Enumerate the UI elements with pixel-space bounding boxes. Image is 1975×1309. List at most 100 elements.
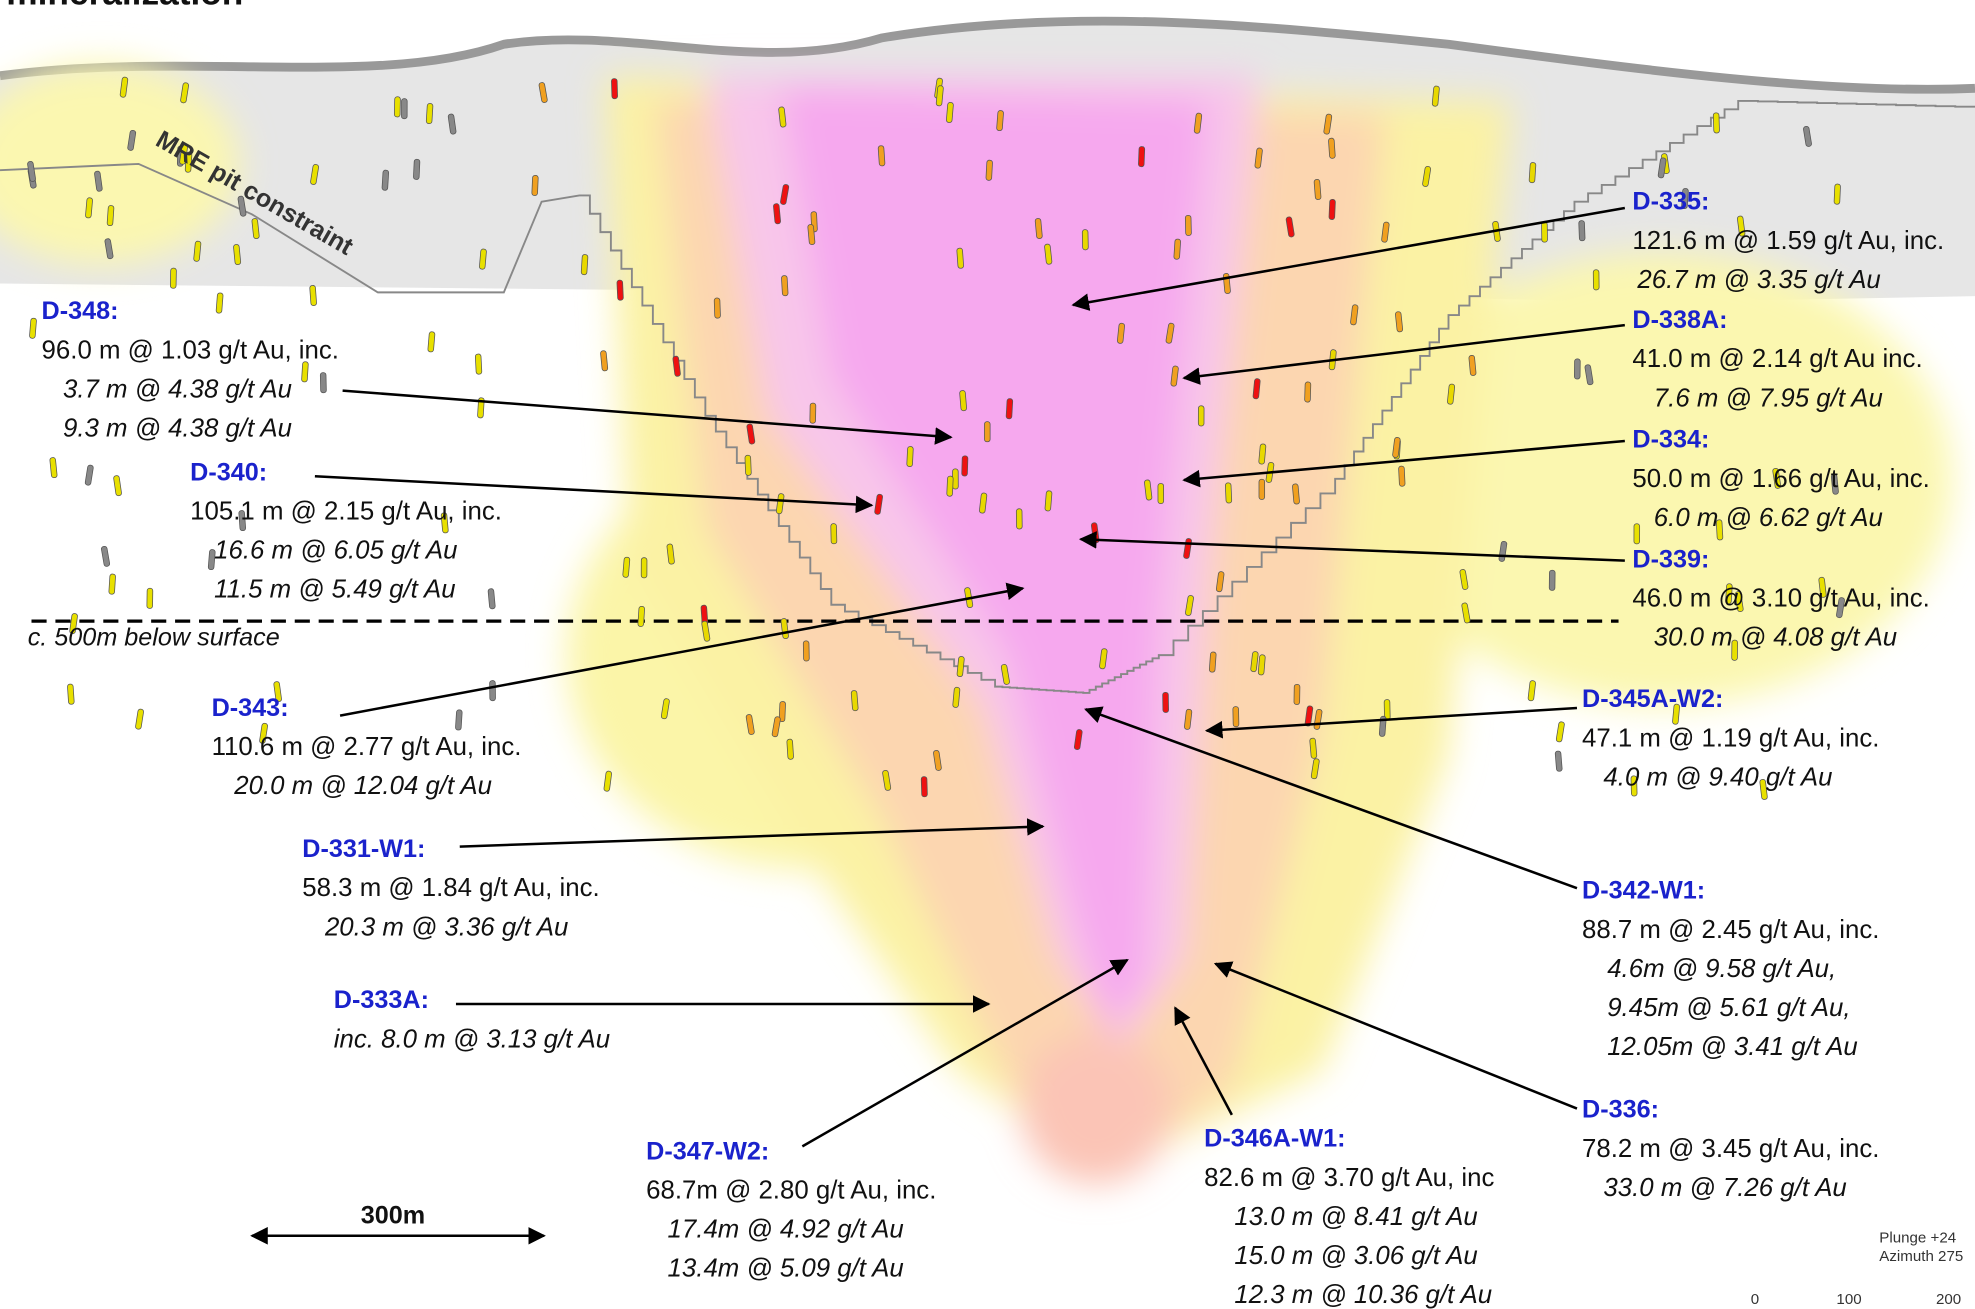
drill-hole: [215, 292, 224, 314]
drill-hole: [104, 238, 114, 260]
intercept: inc. 8.0 m @ 3.13 g/t Au: [334, 1025, 610, 1053]
drill-hole: [180, 82, 189, 104]
drill-hole: [1165, 322, 1175, 344]
drill-hole: [1313, 179, 1322, 200]
drill-hole: [1015, 508, 1023, 530]
drill-hole: [713, 297, 721, 319]
drill-hole: [778, 106, 787, 128]
drill-hole: [1000, 664, 1010, 685]
drill-hole: [1818, 576, 1827, 598]
drill-hole: [996, 110, 1004, 132]
drill-hole: [538, 82, 548, 103]
drill-hole: [1138, 146, 1146, 168]
drill-hole: [1772, 467, 1782, 489]
drill-hole: [1633, 523, 1641, 545]
drill-hole: [640, 557, 648, 579]
hole-id: D-334:: [1632, 426, 1709, 454]
intercept: 12.05m @ 3.41 g/t Au: [1607, 1033, 1858, 1061]
hole-id: D-346A-W1:: [1204, 1125, 1345, 1153]
drill-hole: [780, 184, 790, 205]
hole-id: D-333A:: [334, 986, 429, 1014]
callout-arrow: [459, 818, 1045, 848]
drill-hole: [1170, 365, 1179, 387]
intercept: 46.0 m @ 3.10 g/t Au, inc.: [1632, 585, 1929, 613]
topography: [0, 16, 1975, 94]
intercept: 96.0 m @ 1.03 g/t Au, inc.: [42, 336, 339, 364]
drill-hole: [1193, 112, 1203, 134]
drill-hole: [778, 701, 786, 723]
drill-hole: [1712, 112, 1720, 134]
intercept: 11.5 m @ 5.49 g/t Au: [214, 576, 455, 604]
drill-hole: [580, 254, 589, 276]
drill-hole: [745, 714, 755, 735]
drill-hole: [1715, 519, 1724, 541]
drill-hole: [1554, 750, 1563, 772]
intercept: 50.0 m @ 1.66 g/t Au, inc.: [1632, 465, 1929, 493]
intercept: 58.3 m @ 1.84 g/t Au, inc.: [302, 874, 599, 902]
grade-shells: [0, 63, 1953, 1185]
drill-hole: [319, 372, 327, 394]
callout-arrow: [1084, 706, 1578, 890]
drill-hole: [479, 248, 487, 270]
drill-hole: [802, 640, 810, 662]
drill-hole: [309, 285, 317, 306]
intercept: 3.7 m @ 4.38 g/t Au: [63, 375, 292, 403]
drill-hole: [1257, 654, 1266, 676]
drill-hole: [1224, 482, 1233, 504]
drill-hole: [1309, 737, 1318, 759]
drill-hole: [1162, 691, 1169, 713]
drill-hole: [119, 76, 129, 98]
drill-hole: [830, 523, 838, 545]
drill-hole: [238, 510, 247, 532]
drill-hole: [1254, 147, 1263, 169]
intercept: 4.0 m @ 9.40 g/t Au: [1603, 763, 1832, 791]
drill-hole: [146, 587, 154, 609]
hole-id: D-340:: [190, 458, 267, 486]
intercept: 17.4m @ 4.92 g/t Au: [668, 1216, 904, 1244]
drill-hole: [531, 174, 539, 196]
drill-hole: [952, 686, 961, 708]
labels: D-348: 96.0 m @ 1.03 g/t Au, inc. 3.7 m @ …: [42, 188, 1945, 1309]
drill-hole: [1681, 188, 1689, 210]
scale-tick: 0: [1751, 1291, 1759, 1308]
scale-tick: 200: [1936, 1291, 1961, 1308]
drill-hole: [135, 708, 144, 730]
drill-hole: [781, 275, 789, 297]
drill-hole: [101, 545, 111, 567]
drill-hole: [1830, 473, 1839, 495]
drill-hole: [600, 350, 609, 372]
drill-hole: [622, 556, 631, 578]
drill-hole: [1725, 583, 1733, 605]
drill-hole: [477, 397, 485, 419]
drill-hole: [301, 361, 309, 383]
intercept: 15.0 m @ 3.06 g/t Au: [1234, 1242, 1477, 1270]
drill-hole: [1459, 569, 1469, 590]
drill-hole: [1252, 378, 1261, 400]
drill-hole: [773, 203, 781, 225]
drill-hole: [394, 96, 401, 118]
scale-label: 300m: [361, 1202, 425, 1230]
intercept: 121.6 m @ 1.59 g/t Au, inc.: [1632, 227, 1944, 255]
drill-hole: [616, 279, 624, 301]
pit-outline: [0, 99, 1975, 694]
drill-hole: [666, 543, 675, 565]
drill-hole: [906, 446, 914, 468]
drill-hole: [1422, 166, 1432, 187]
intercept: 13.4m @ 5.09 g/t Au: [668, 1255, 904, 1283]
drill-hole: [1528, 162, 1537, 184]
drill-hole: [1461, 602, 1471, 624]
drill-hole: [1833, 183, 1841, 205]
drill-hole: [744, 454, 752, 476]
drill-hole: [487, 588, 496, 610]
drill-hole: [1144, 479, 1153, 501]
drill-hole: [106, 205, 115, 227]
drill-hole: [381, 169, 390, 191]
drill-hole: [207, 549, 216, 571]
callout-arrow: [342, 389, 953, 445]
hole-id: D-335:: [1632, 188, 1709, 216]
drill-hole: [746, 423, 756, 445]
intercept: 16.6 m @ 6.05 g/t Au: [214, 537, 457, 565]
callout-arrow: [1213, 961, 1578, 1110]
drill-hole: [1630, 775, 1638, 797]
drill-hole: [1555, 721, 1565, 743]
